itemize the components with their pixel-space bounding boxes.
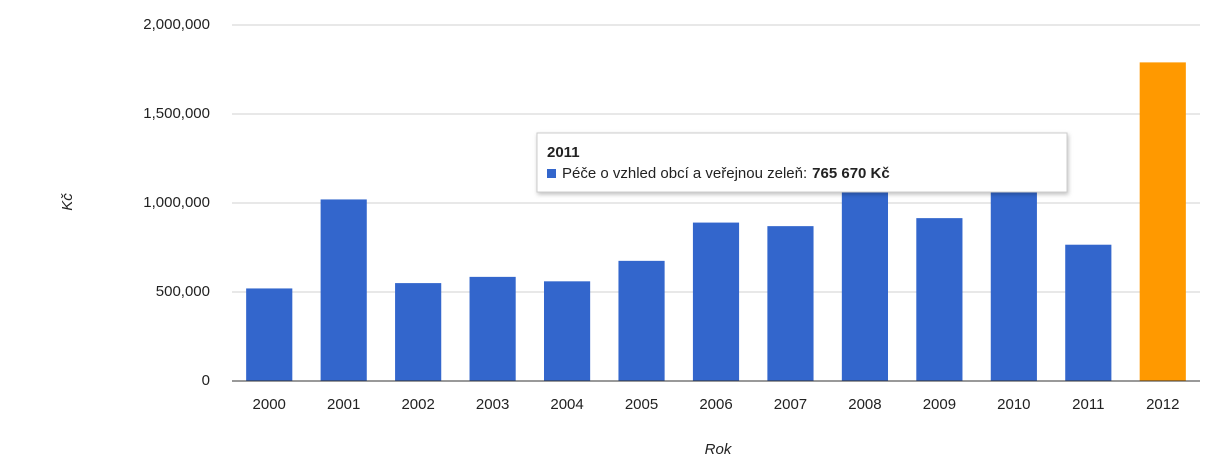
bar	[543, 281, 591, 381]
bar	[469, 276, 516, 381]
x-tick-label: 2005	[625, 396, 658, 413]
x-tick-label: 2000	[253, 396, 286, 413]
y-tick-label: 0	[202, 372, 210, 389]
x-tick-label: 2009	[923, 396, 956, 413]
y-axis-title: Kč	[59, 193, 76, 211]
bar	[618, 260, 665, 381]
tooltip-value: 765 670 Kč	[812, 165, 890, 182]
x-axis-title: Rok	[705, 441, 733, 457]
bars	[246, 62, 1186, 381]
bar	[692, 222, 740, 381]
x-tick-label: 2002	[401, 396, 434, 413]
x-tick-label: 2001	[327, 396, 360, 413]
y-tick-label: 2,000,000	[143, 16, 210, 33]
tooltip-label: Péče o vzhled obcí a veřejnou zeleň:	[562, 165, 807, 182]
bar	[767, 226, 814, 381]
x-tick-label: 2006	[699, 396, 732, 413]
y-tick-label: 1,000,000	[143, 194, 210, 211]
x-tick-label: 2004	[550, 396, 583, 413]
x-tick-label: 2007	[774, 396, 807, 413]
bar	[246, 288, 293, 381]
bar	[841, 188, 889, 381]
x-tick-label: 2008	[848, 396, 881, 413]
bar	[395, 283, 442, 381]
tooltip-text: Péče o vzhled obcí a veřejnou zeleň: 765 …	[562, 165, 890, 182]
x-tick-label: 2012	[1146, 396, 1179, 413]
bar	[1139, 62, 1186, 381]
y-tick-label: 1,500,000	[143, 105, 210, 122]
tooltip-box	[536, 132, 1068, 193]
bar	[916, 218, 963, 381]
x-tick-label: 2010	[997, 396, 1030, 413]
bar	[320, 199, 367, 381]
bar	[990, 189, 1037, 381]
y-tick-label: 500,000	[156, 283, 210, 300]
tooltip-title: 2011	[547, 144, 580, 161]
tooltip-swatch	[547, 169, 556, 178]
x-tick-label: 2011	[1072, 396, 1104, 413]
tooltip: 2011 Péče o vzhled obcí a veřejnou zeleň…	[536, 132, 1068, 193]
x-tick-label: 2003	[476, 396, 509, 413]
bar	[1065, 244, 1112, 381]
